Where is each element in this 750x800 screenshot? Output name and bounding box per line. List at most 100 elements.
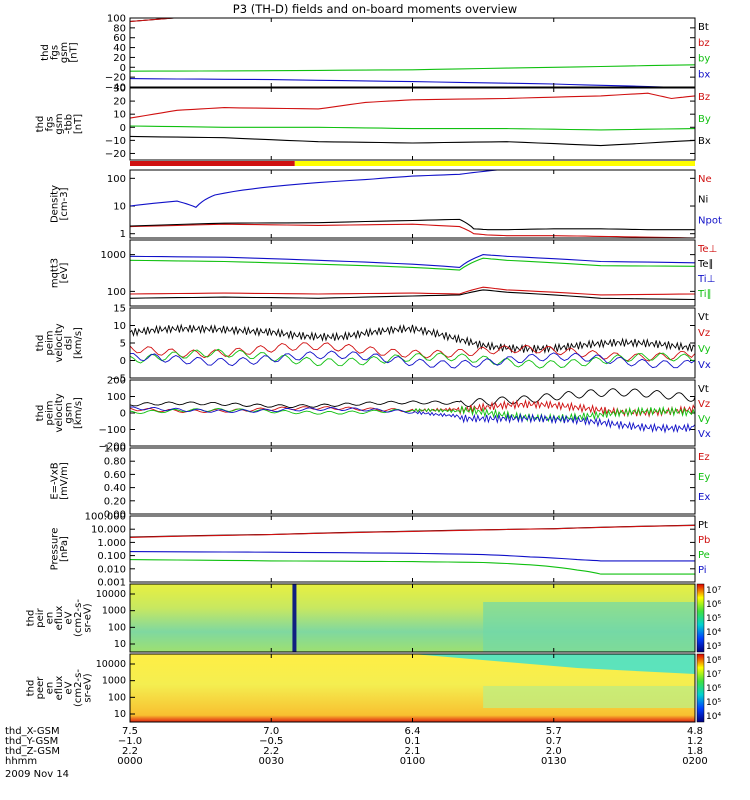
y-axis-label: velocity [54,323,65,362]
legend-label: Te⊥ [697,244,717,255]
legend-label: By [698,114,711,125]
y-tick-label: 0.100 [97,551,126,562]
legend-label: Vt [698,384,709,395]
time-axis-row-label: thd_X-GSM [5,726,60,737]
y-axis-label: (cm2-s- [73,669,84,707]
panel-frame [129,447,696,515]
panel-peir_en_eflux: 10³ 10⁴ 10⁵ 10⁶ 10⁷ 10 100 1000 10000 thdpeirenef… [26,583,721,653]
panel-frame [129,17,696,88]
legend-label: Bx [698,136,711,147]
colorbar-tick-label: 10⁵ [706,614,721,624]
time-axis-value: 2.0 [546,746,562,757]
y-tick-label: 1.00 [104,444,126,455]
mode-bar-fast [294,161,695,166]
series-line-ne [129,223,696,239]
y-axis-label: eflux [54,606,65,631]
y-axis-label: thd [26,610,37,627]
panel-frame [129,515,696,583]
y-tick-label: −100 [99,425,126,436]
y-axis-label: E=-VxB [49,462,60,499]
panel-frame [129,169,696,239]
y-tick-label: 0.80 [104,457,126,468]
legend-label: Ti∥ [697,289,712,300]
y-tick-label: 0.20 [104,496,126,507]
legend-label: Bz [698,92,710,103]
legend-label: Pi [698,565,707,576]
spectrogram-region [483,602,695,652]
legend-label: by [698,54,710,65]
y-axis-label: velocity [54,393,65,432]
y-axis-label: thd [35,335,46,352]
y-axis-label: thd [35,405,46,422]
y-tick-label: −40 [105,83,126,94]
y-axis-label: en [45,612,56,625]
legend-label: Vz [698,399,710,410]
y-axis-label: thd [26,680,37,697]
y-tick-label: 0.40 [104,483,126,494]
y-tick-label: 100 [107,14,126,25]
panel-temperature: 100 1000 Te⊥ Te∥ Ti⊥ Ti∥ mqtt3[eV] [49,239,717,307]
legend-label: Ez [698,452,710,463]
y-tick-label: 0.00 [104,510,126,521]
series-line-pi [129,551,695,562]
time-axis-value: 4.8 [687,726,703,737]
y-tick-label: 0 [120,356,126,367]
y-tick-label: 10 [114,709,126,720]
legend-label: Ne [698,174,712,185]
y-tick-label: 5 [120,339,126,350]
colorbar-tick-label: 10⁴ [706,712,721,722]
y-tick-label: 10 [113,202,126,213]
series-line-bz [129,92,696,119]
panel-peim_velocity_gsm: −200 −100 0 100 200 Vt Vz Vy Vx thdpeimvelocitygs… [35,376,711,453]
spectrogram-region [483,686,695,708]
time-axis-value: 6.4 [405,726,421,737]
y-tick-label: 20 [113,53,126,64]
panel-efield: 0.00 0.20 0.40 0.60 0.80 1.00 Ez Ey Ex E=-VxB[mV/… [49,444,710,521]
legend-label: Npot [698,215,722,226]
y-tick-label: −200 [99,442,126,453]
y-axis-label: eflux [54,676,65,701]
y-tick-label: 40 [113,43,126,54]
time-axis-row-label: hhmm [5,756,37,767]
legend-label: Vx [698,360,711,371]
legend-label: Ey [698,472,710,483]
time-axis-value: 0.7 [546,736,562,747]
spectrogram-region [412,654,695,674]
series-line-vx [130,406,696,434]
time-axis-value: −0.5 [259,736,283,747]
series-line-vz [129,399,696,418]
y-tick-label: 0 [120,409,126,420]
y-axis-label: thd [40,44,51,61]
series-line-te∥ [129,289,696,301]
time-axis-value: 5.7 [546,726,562,737]
y-axis-label: [cm-3] [59,187,70,220]
series-line-vy [129,405,696,424]
y-tick-label: 20 [113,97,126,108]
time-axis-value: −1.0 [118,736,142,747]
series-line-vt [129,388,696,408]
time-axis-value: 0130 [541,756,566,767]
legend-label: Pb [698,535,710,546]
series-line-ti⊥ [129,254,696,268]
colorbar-tick-label: 10⁸ [706,656,721,666]
date-label: 2009 Nov 14 [5,769,69,780]
mode-bar-slow [130,161,295,166]
y-tick-label: 10.000 [91,525,126,536]
y-axis-label: thd [35,116,46,133]
y-axis-label: peim [45,400,56,425]
series-line-pe [129,559,695,575]
y-tick-label: 30 [113,84,126,95]
time-axis-value: 0100 [400,756,425,767]
y-tick-label: 100.000 [85,512,126,523]
legend-label: bz [698,38,710,49]
y-axis-label: gsm [64,402,75,423]
y-axis-label: (cm2-s- [73,599,84,637]
y-tick-label: 0 [120,123,126,134]
y-axis-label: -tbb [64,114,75,134]
y-tick-label: 10 [113,110,126,121]
y-tick-label: 60 [113,33,126,44]
y-axis-label: [km/s] [73,327,84,359]
series-line-pb [129,524,696,538]
